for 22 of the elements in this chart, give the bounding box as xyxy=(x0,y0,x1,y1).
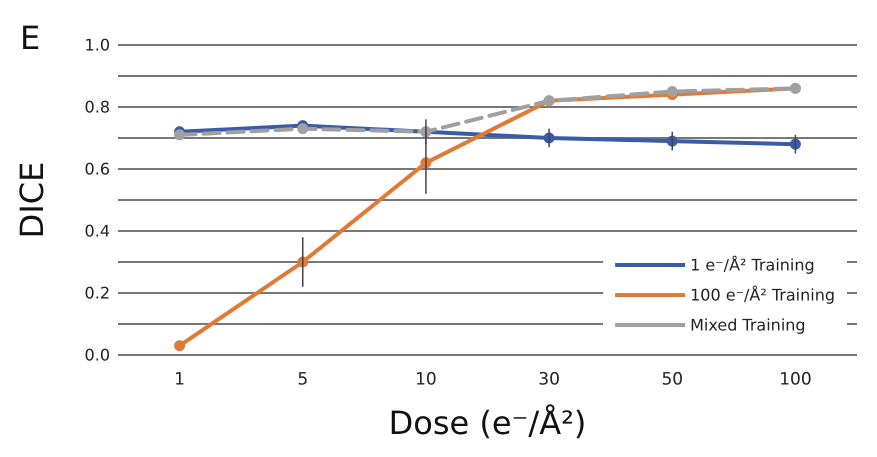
y-axis-title: DICE xyxy=(13,162,51,238)
y-tick-label: 0.0 xyxy=(84,346,110,364)
x-tick-label: 50 xyxy=(661,370,684,390)
point xyxy=(666,86,678,97)
y-tick-label: 1.0 xyxy=(84,36,110,54)
x-tick-label: 30 xyxy=(538,370,560,390)
y-tick-label: 0.2 xyxy=(84,284,110,302)
x-axis-title: Dose (e⁻/Å²) xyxy=(388,404,586,442)
point xyxy=(174,129,186,140)
y-tick-label: 0.6 xyxy=(84,160,110,178)
legend-label: 1 e⁻/Å² Training xyxy=(690,256,815,274)
text: E xyxy=(20,19,40,57)
point xyxy=(174,340,186,352)
y-tick-label: 0.8 xyxy=(84,98,110,116)
x-tick-label: 5 xyxy=(297,370,308,390)
x-tick-label: 1 xyxy=(174,370,185,390)
y-tick-label: 0.4 xyxy=(84,222,110,240)
x-tick-label: 100 xyxy=(779,370,812,390)
point xyxy=(297,123,308,134)
legend-label: Mixed Training xyxy=(690,316,806,334)
legend-label: 100 e⁻/Å² Training xyxy=(690,286,836,304)
x-tick-label: 10 xyxy=(415,370,437,390)
